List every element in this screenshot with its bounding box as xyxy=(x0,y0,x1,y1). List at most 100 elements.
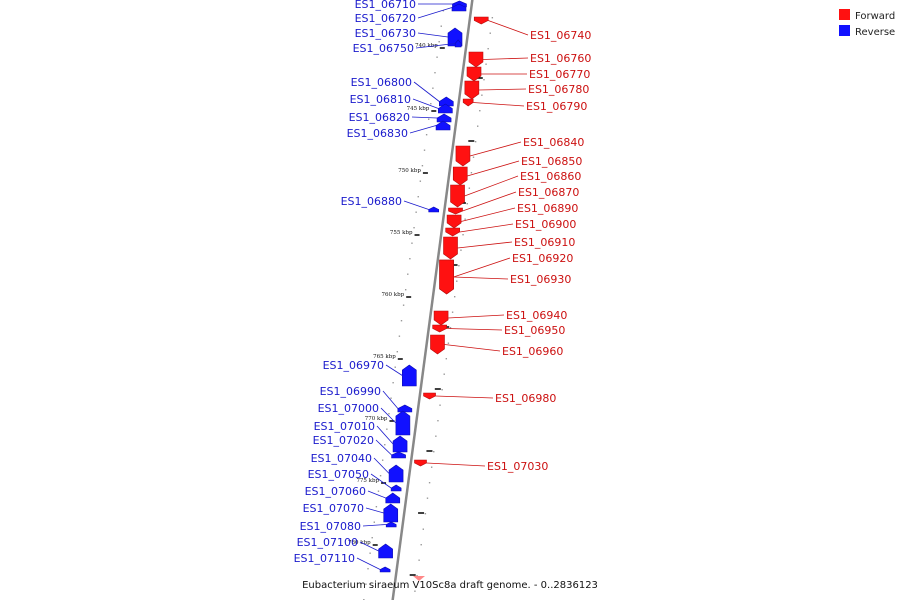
gene-label-reverse[interactable]: ES1_07110 xyxy=(294,552,355,565)
gene-reverse-arrow[interactable] xyxy=(385,492,401,504)
gene-forward-arrow[interactable] xyxy=(473,16,489,25)
gene-label-reverse[interactable]: ES1_06990 xyxy=(320,385,381,398)
gene-reverse-arrow[interactable] xyxy=(395,410,411,436)
gene-label-forward[interactable]: ES1_06950 xyxy=(504,324,565,337)
gene-forward-arrow[interactable] xyxy=(462,98,474,107)
gene-reverse-arrow[interactable] xyxy=(388,464,404,483)
grid-dot xyxy=(458,265,460,267)
gene-leader-line xyxy=(367,490,386,499)
gene-forward-arrow[interactable] xyxy=(446,214,462,229)
gene-leader-line xyxy=(435,395,494,399)
gene-label-forward[interactable]: ES1_06910 xyxy=(514,236,575,249)
gene-label-forward[interactable]: ES1_06960 xyxy=(502,345,563,358)
gene-reverse-arrow[interactable] xyxy=(438,103,453,114)
grid-dot xyxy=(400,320,403,322)
gene-label-reverse[interactable]: ES1_06710 xyxy=(355,0,416,11)
gene-leader-line xyxy=(403,200,429,210)
grid-dot xyxy=(367,568,369,570)
gene-forward-arrow[interactable] xyxy=(430,334,445,355)
gene-reverse-arrow[interactable] xyxy=(378,543,393,559)
grid-dot xyxy=(426,497,429,499)
gene-forward-arrow[interactable] xyxy=(452,166,468,186)
grid-dot xyxy=(489,32,491,34)
gene-forward-arrow[interactable] xyxy=(445,227,460,237)
gene-forward-arrow[interactable] xyxy=(464,80,480,100)
gene-label-reverse[interactable]: ES1_07000 xyxy=(318,402,379,415)
gene-reverse-arrow[interactable] xyxy=(435,120,451,131)
grid-dot xyxy=(453,296,456,298)
gene-label-reverse[interactable]: ES1_06880 xyxy=(341,195,402,208)
gene-label-reverse[interactable]: ES1_07060 xyxy=(305,485,366,498)
gene-forward-arrow[interactable] xyxy=(432,324,447,333)
legend-label-forward: Forward xyxy=(855,11,895,22)
gene-reverse-arrow[interactable] xyxy=(391,451,406,459)
gene-forward-arrow[interactable] xyxy=(414,459,427,467)
gene-leader-line xyxy=(446,328,503,331)
gene-reverse-arrow[interactable] xyxy=(438,96,454,107)
gene-label-forward[interactable]: ES1_06870 xyxy=(518,186,579,199)
gene-label-reverse[interactable]: ES1_07100 xyxy=(297,536,358,549)
gene-label-forward[interactable]: ES1_06900 xyxy=(515,218,576,231)
gene-forward-arrow[interactable] xyxy=(466,66,482,82)
gene-label-forward[interactable]: ES1_06770 xyxy=(529,68,590,81)
gene-label-reverse[interactable]: ES1_06720 xyxy=(355,12,416,25)
gene-label-reverse[interactable]: ES1_06730 xyxy=(355,27,416,40)
grid-dot xyxy=(419,180,422,182)
gene-label-forward[interactable]: ES1_06740 xyxy=(530,29,591,42)
gene-forward-arrow[interactable] xyxy=(468,51,484,68)
gene-label-forward[interactable]: ES1_06790 xyxy=(526,100,587,113)
gene-forward-arrow[interactable] xyxy=(439,259,454,295)
gene-reverse-arrow[interactable] xyxy=(451,3,467,12)
gene-forward-arrow[interactable] xyxy=(448,207,463,215)
grid-dot xyxy=(456,280,458,282)
gene-reverse-arrow[interactable] xyxy=(392,435,408,453)
gene-label-reverse[interactable]: ES1_06820 xyxy=(349,111,410,124)
gene-reverse-arrow[interactable] xyxy=(454,39,462,48)
gene-label-reverse[interactable]: ES1_07040 xyxy=(311,452,372,465)
grid-dot xyxy=(369,552,371,554)
gene-label-forward[interactable]: ES1_06840 xyxy=(523,136,584,149)
gene-label-forward[interactable]: ES1_06920 xyxy=(512,252,573,265)
gene-label-reverse[interactable]: ES1_07010 xyxy=(314,420,375,433)
gene-reverse-arrow[interactable] xyxy=(402,364,417,387)
scale-tick-label: 775 kbp xyxy=(356,478,379,484)
gene-label-forward[interactable]: ES1_06850 xyxy=(521,155,582,168)
gene-leader-line xyxy=(453,257,511,278)
gene-forward-arrow[interactable] xyxy=(455,145,471,167)
gene-reverse-arrow[interactable] xyxy=(379,566,391,573)
grid-dot xyxy=(409,258,411,260)
gene-label-forward[interactable]: ES1_06940 xyxy=(506,309,567,322)
grid-dot xyxy=(416,575,418,577)
gene-label-forward[interactable]: ES1_06860 xyxy=(520,170,581,183)
gene-label-reverse[interactable]: ES1_07050 xyxy=(308,468,369,481)
gene-label-forward[interactable]: ES1_06980 xyxy=(495,392,556,405)
gene-label-reverse[interactable]: ES1_06810 xyxy=(350,93,411,106)
gene-label-forward[interactable]: ES1_07030 xyxy=(487,460,548,473)
grid-dot xyxy=(379,475,382,477)
gene-reverse-arrow[interactable] xyxy=(390,484,402,492)
gene-label-forward[interactable]: ES1_06760 xyxy=(530,52,591,65)
gene-label-reverse[interactable]: ES1_06970 xyxy=(323,359,384,372)
grid-dot xyxy=(491,17,494,19)
scale-tick-label: 780 kbp xyxy=(348,540,371,546)
gene-reverse-arrow[interactable] xyxy=(428,206,440,213)
gene-forward-arrow[interactable] xyxy=(423,392,436,400)
gene-leader-line xyxy=(457,241,513,249)
gene-label-forward[interactable]: ES1_06780 xyxy=(528,83,589,96)
gene-reverse-arrow[interactable] xyxy=(436,113,452,123)
gene-forward-arrow[interactable] xyxy=(433,310,449,326)
gene-label-forward[interactable]: ES1_06890 xyxy=(517,202,578,215)
gene-label-reverse[interactable]: ES1_06800 xyxy=(351,76,412,89)
gene-label-forward[interactable]: ES1_06930 xyxy=(510,273,571,286)
gene-label-reverse[interactable]: ES1_07080 xyxy=(300,520,361,533)
gene-reverse-arrow[interactable] xyxy=(397,404,413,413)
gene-label-reverse[interactable]: ES1_06830 xyxy=(347,127,408,140)
gene-label-reverse[interactable]: ES1_07070 xyxy=(303,502,364,515)
gene-reverse-arrow[interactable] xyxy=(383,503,399,523)
gene-reverse-arrow[interactable] xyxy=(385,521,397,528)
grid-dot xyxy=(441,389,443,391)
gene-label-reverse[interactable]: ES1_07020 xyxy=(313,434,374,447)
gene-forward-arrow[interactable] xyxy=(450,184,465,208)
gene-forward-arrow[interactable] xyxy=(443,236,458,260)
gene-label-reverse[interactable]: ES1_06750 xyxy=(353,42,414,55)
